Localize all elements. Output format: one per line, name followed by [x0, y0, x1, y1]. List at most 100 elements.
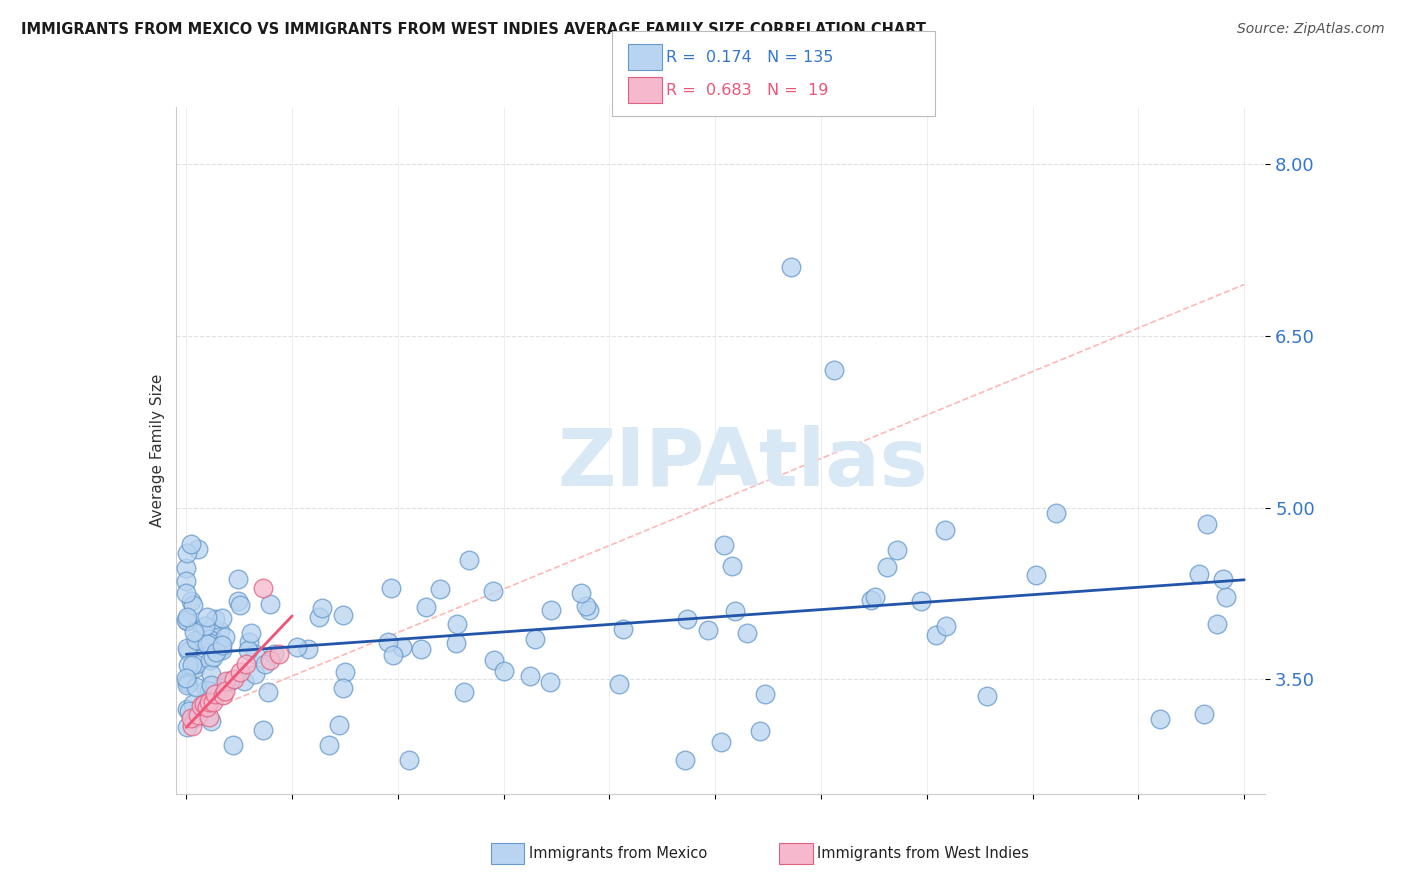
Point [181, 697, 204, 711]
Point [675, 612, 697, 626]
Point [187, 542, 209, 557]
Point [724, 604, 747, 618]
Point [180, 657, 202, 672]
Point [860, 593, 883, 607]
Point [1197, 516, 1219, 531]
Point [697, 624, 720, 638]
Point [191, 624, 214, 638]
Point [194, 619, 217, 633]
Point [184, 657, 207, 672]
Point [204, 612, 226, 626]
Point [318, 738, 340, 752]
Point [176, 640, 198, 655]
Point [176, 561, 198, 575]
Y-axis label: Average Family Size: Average Family Size [149, 374, 165, 527]
Point [214, 630, 236, 644]
Point [444, 636, 467, 650]
Point [208, 624, 231, 639]
Point [211, 642, 233, 657]
Point [176, 678, 198, 692]
Point [184, 660, 207, 674]
Point [226, 594, 249, 608]
Point [176, 702, 198, 716]
Point [308, 610, 330, 624]
Point [287, 640, 309, 655]
Point [200, 653, 222, 667]
Point [754, 687, 776, 701]
Text: IMMIGRANTS FROM MEXICO VS IMMIGRANTS FROM WEST INDIES AVERAGE FAMILY SIZE CORREL: IMMIGRANTS FROM MEXICO VS IMMIGRANTS FRO… [21, 22, 927, 37]
Point [229, 665, 252, 680]
Point [176, 574, 198, 588]
Point [538, 674, 561, 689]
Point [194, 682, 217, 697]
Point [186, 632, 208, 647]
Point [236, 643, 259, 657]
Point [184, 711, 207, 725]
Point [200, 678, 222, 692]
Point [1215, 590, 1237, 604]
Point [780, 260, 803, 275]
Point [257, 685, 280, 699]
Point [176, 671, 198, 685]
Point [176, 613, 198, 627]
Point [214, 684, 236, 698]
Point [202, 633, 225, 648]
Point [569, 586, 592, 600]
Point [243, 647, 266, 661]
Point [823, 363, 845, 377]
Point [180, 711, 202, 725]
Point [1194, 706, 1216, 721]
Point [208, 686, 231, 700]
Point [263, 647, 285, 661]
Point [200, 621, 222, 635]
Point [198, 710, 221, 724]
Point [429, 582, 451, 597]
Point [328, 718, 350, 732]
Point [735, 626, 758, 640]
Point [333, 665, 356, 679]
Point [226, 572, 249, 586]
Point [252, 723, 274, 738]
Point [219, 673, 242, 688]
Point [925, 627, 948, 641]
Point [749, 723, 772, 738]
Text: Immigrants from Mexico: Immigrants from Mexico [529, 847, 707, 861]
Point [332, 607, 354, 622]
Text: Source: ZipAtlas.com: Source: ZipAtlas.com [1237, 22, 1385, 37]
Point [259, 653, 281, 667]
Point [240, 626, 263, 640]
Point [457, 553, 479, 567]
Point [228, 598, 250, 612]
Point [332, 681, 354, 695]
Point [176, 720, 198, 734]
Point [180, 594, 202, 608]
Point [377, 634, 399, 648]
Point [713, 538, 735, 552]
Point [482, 584, 505, 599]
Point [177, 644, 200, 658]
Text: R =  0.174   N = 135: R = 0.174 N = 135 [666, 50, 834, 64]
Point [200, 714, 222, 729]
Point [446, 616, 468, 631]
Point [253, 657, 276, 672]
Point [232, 673, 254, 688]
Point [181, 599, 204, 613]
Point [181, 719, 204, 733]
Point [176, 674, 198, 689]
Point [710, 735, 733, 749]
Point [245, 666, 267, 681]
Point [195, 637, 218, 651]
Point [311, 601, 333, 615]
Point [1149, 713, 1171, 727]
Point [482, 653, 505, 667]
Point [1212, 572, 1234, 586]
Point [200, 666, 222, 681]
Point [976, 689, 998, 703]
Point [183, 625, 205, 640]
Point [886, 543, 908, 558]
Point [177, 675, 200, 690]
Point [195, 609, 218, 624]
Point [235, 657, 257, 671]
Point [575, 599, 598, 613]
Point [415, 600, 437, 615]
